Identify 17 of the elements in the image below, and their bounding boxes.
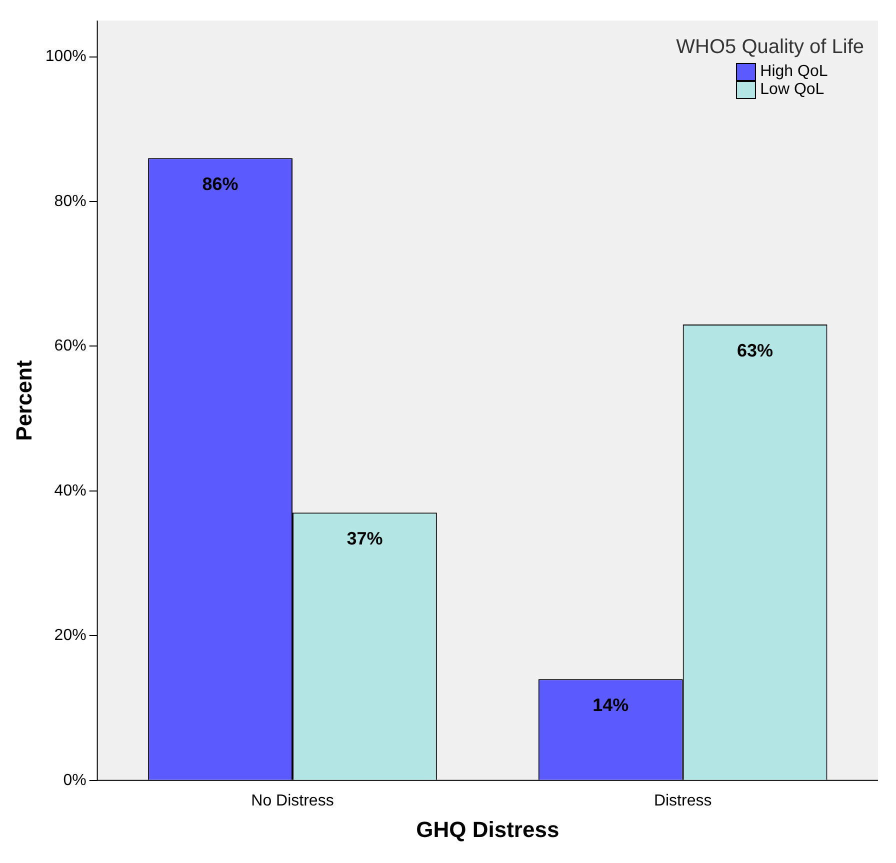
y-axis-title: Percent	[11, 359, 36, 441]
legend-label: High QoL	[760, 63, 828, 81]
data-label: 63%	[737, 340, 774, 360]
data-label: 86%	[202, 174, 238, 194]
legend-label: Low QoL	[760, 81, 824, 99]
x-tick-label: No Distress	[251, 792, 334, 810]
y-tick-label: 20%	[54, 627, 86, 644]
y-tick-label: 60%	[54, 338, 86, 355]
data-label: 14%	[592, 695, 629, 716]
data-label: 37%	[346, 528, 383, 549]
y-tick-label: 0%	[63, 772, 86, 789]
legend-title: WHO5 Quality of Life	[676, 36, 864, 59]
y-tick-label: 40%	[54, 482, 86, 500]
y-tick-label: 80%	[54, 192, 86, 210]
x-axis-title: GHQ Distress	[416, 816, 560, 842]
x-tick-label: Distress	[654, 792, 712, 810]
y-tick-label: 100%	[45, 48, 86, 66]
